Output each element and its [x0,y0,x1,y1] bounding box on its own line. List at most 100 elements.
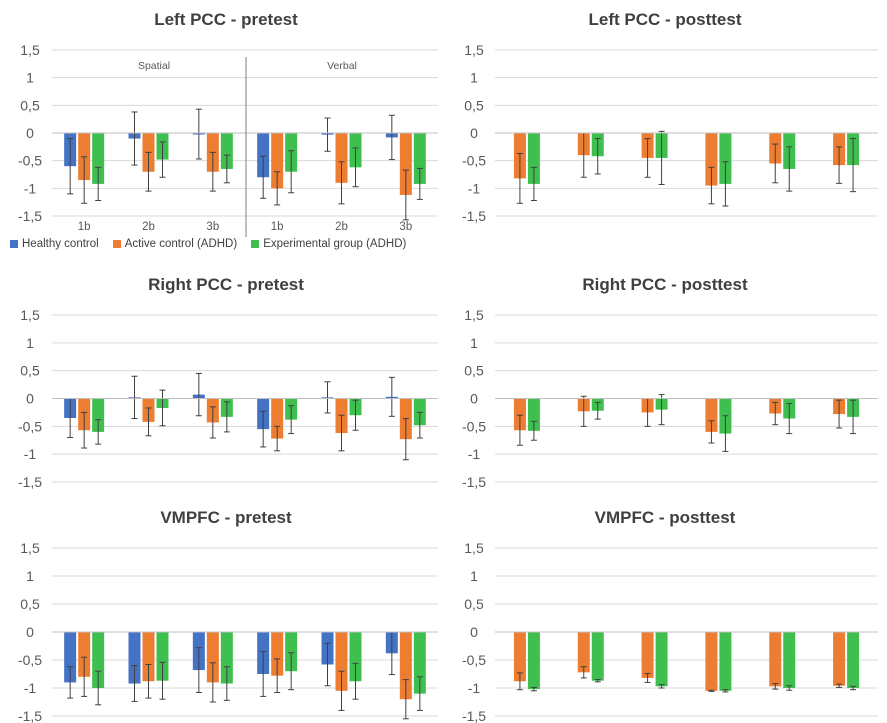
legend: Healthy control Active control (ADHD) Ex… [10,238,406,250]
chart1-bar [399,133,412,195]
chart2-ytick-label: 1 [470,70,478,86]
legend-label-active: Active control (ADHD) [124,238,238,250]
chart3-title: Right PCC - pretest [148,275,304,294]
chart2-ytick-label: 0,5 [464,97,484,113]
legend-label-healthy: Healthy control [22,238,99,250]
chart5-bar [271,632,284,676]
chart3-bar [413,398,426,426]
chart1-ytick-label: 1,5 [20,42,40,58]
chart1-bar [257,133,270,178]
chart1-category-label: 1b [78,221,91,233]
chart3-bar [271,398,284,439]
chart1-ytick-label: 1 [26,70,34,86]
chart5-bar [128,632,141,684]
chart6-bar [705,632,718,691]
chart5-ytick-label: -0,5 [18,652,42,668]
chart1-bar [413,133,426,184]
chart6-bar [833,632,846,686]
chart2-ytick-label: -0,5 [462,153,486,169]
chart6-bar [847,632,860,688]
legend-swatch-healthy [10,240,18,248]
chart5-ytick-label: -1,5 [18,708,42,723]
chart5-bar [206,632,219,683]
chart5-bar [413,632,426,694]
chart4-ytick-label: 0 [470,391,478,407]
chart1-ytick-label: -1 [24,180,37,196]
chart4-ytick-label: -1 [468,446,481,462]
chart4-title: Right PCC - posttest [582,275,748,294]
chart6-ytick-label: 0 [470,624,478,640]
legend-label-experimental: Experimental group (ADHD) [263,238,407,250]
chart6-bar [577,632,590,673]
chart1-category-label: 3b [399,221,412,233]
chart1-category-label: 3b [206,221,219,233]
chart6-bar [527,632,540,690]
chart4-ytick-label: -0,5 [462,418,486,434]
chart4-ytick-label: 1,5 [464,307,484,323]
chart4-bar [527,398,540,431]
chart5-bar [142,632,155,682]
chart5-bar [220,632,233,684]
chart3-ytick-label: 1 [26,335,34,351]
chart1-category-label: 1b [271,221,284,233]
chart3-ytick-label: 0,5 [20,363,40,379]
chart1-bar [271,133,284,189]
legend-swatch-experimental [251,240,260,248]
chart6-bar [655,632,668,687]
chart5-ytick-label: 1 [26,568,34,584]
chart3-ytick-label: -1,5 [18,474,42,490]
chart6-ytick-label: 1,5 [464,540,484,556]
chart3-ytick-label: -1 [24,446,37,462]
chart5-bar [349,632,362,682]
chart2-title: Left PCC - posttest [589,10,742,29]
chart5-ytick-label: -1 [24,680,37,696]
chart5-bar [156,632,169,681]
chart6-ytick-label: 1 [470,568,478,584]
chart3-ytick-label: 1,5 [20,307,40,323]
legend-item-healthy: Healthy control [10,238,99,250]
chart1-category-label: 2b [335,221,348,233]
chart6-ytick-label: -1 [468,680,481,696]
chart1-group-label: Spatial [138,60,170,72]
chart6-bar [719,632,732,691]
legend-swatch-active [112,240,121,248]
chart4-ytick-label: 0,5 [464,363,484,379]
chart5-ytick-label: 0,5 [20,596,40,612]
chart1-bar [92,133,105,184]
chart5-bar [285,632,298,672]
chart2-ytick-label: 1,5 [464,42,484,58]
chart2-ytick-label: -1 [468,180,481,196]
chart5-title: VMPFC - pretest [160,508,292,527]
chart6-bar [591,632,604,681]
chart6-ytick-label: 0,5 [464,596,484,612]
chart6-bar [513,632,526,682]
chart5-bar [399,632,412,700]
chart1-ytick-label: -0,5 [18,153,42,169]
chart6-ytick-label: -1,5 [462,708,486,723]
chart1-ytick-label: -1,5 [18,208,42,224]
chart6-ytick-label: -0,5 [462,652,486,668]
chart6-bar [783,632,796,688]
chart1-title: Left PCC - pretest [154,10,298,29]
chart3-ytick-label: -0,5 [18,418,42,434]
chart6-bar [769,632,782,687]
chart4-ytick-label: -1,5 [462,474,486,490]
chart3-ytick-label: 0 [26,391,34,407]
chart5-bar [92,632,105,688]
chart5-ytick-label: 1,5 [20,540,40,556]
chart1-category-label: 2b [142,221,155,233]
chart2-bar [705,133,718,186]
chart2-bar [527,133,540,184]
chart3-bar [92,398,105,432]
chart1-bar [220,133,233,169]
legend-item-active: Active control (ADHD) [112,238,238,250]
legend-item-experimental: Experimental group (ADHD) [251,238,406,250]
chart1-ytick-label: 0 [26,125,34,141]
chart4-bar [705,398,718,432]
chart5-bar [78,632,91,677]
chart4-ytick-label: 1 [470,335,478,351]
chart2-ytick-label: -1,5 [462,208,486,224]
chart4-bar [513,398,526,431]
chart2-ytick-label: 0 [470,125,478,141]
